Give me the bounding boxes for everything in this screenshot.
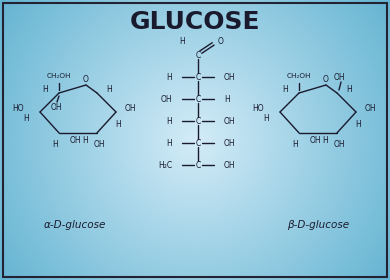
Text: H: H <box>166 116 172 125</box>
Text: C: C <box>195 50 200 60</box>
Text: H: H <box>224 95 230 104</box>
Text: H: H <box>322 136 328 145</box>
Text: H: H <box>263 113 269 123</box>
Text: CH₂OH: CH₂OH <box>287 73 311 79</box>
Text: β-D-glucose: β-D-glucose <box>287 220 349 230</box>
Text: CH₂OH: CH₂OH <box>47 73 71 79</box>
Text: H: H <box>282 85 288 94</box>
Text: OH: OH <box>50 102 62 111</box>
Text: OH: OH <box>93 140 105 150</box>
Text: C: C <box>195 73 200 81</box>
Text: OH: OH <box>333 73 345 81</box>
Text: C: C <box>195 139 200 148</box>
Text: OH: OH <box>224 160 236 169</box>
Text: OH: OH <box>69 136 81 145</box>
Text: HO: HO <box>252 104 264 113</box>
Text: H: H <box>355 120 361 129</box>
Text: H: H <box>42 85 48 94</box>
Text: GLUCOSE: GLUCOSE <box>130 10 260 34</box>
Text: OH: OH <box>224 116 236 125</box>
Text: H: H <box>23 113 29 123</box>
Text: H: H <box>346 85 352 94</box>
Text: H: H <box>106 85 112 94</box>
Text: H: H <box>52 140 58 150</box>
Text: H: H <box>179 36 185 46</box>
Text: H: H <box>166 139 172 148</box>
Text: H: H <box>292 140 298 150</box>
Text: OH: OH <box>333 140 345 150</box>
Text: OH: OH <box>364 104 376 113</box>
Text: H: H <box>115 120 121 129</box>
Text: H₂C: H₂C <box>158 160 172 169</box>
Text: C: C <box>195 95 200 104</box>
Text: HO: HO <box>12 104 24 113</box>
Text: O: O <box>323 74 329 83</box>
Text: OH: OH <box>224 73 236 81</box>
Text: C: C <box>195 160 200 169</box>
Text: OH: OH <box>224 139 236 148</box>
Text: O: O <box>83 74 89 83</box>
Text: C: C <box>195 116 200 125</box>
Text: H: H <box>82 136 88 145</box>
Text: OH: OH <box>124 104 136 113</box>
Text: OH: OH <box>160 95 172 104</box>
Text: O: O <box>218 36 224 46</box>
Text: OH: OH <box>309 136 321 145</box>
Text: α-D-glucose: α-D-glucose <box>44 220 106 230</box>
Text: H: H <box>166 73 172 81</box>
